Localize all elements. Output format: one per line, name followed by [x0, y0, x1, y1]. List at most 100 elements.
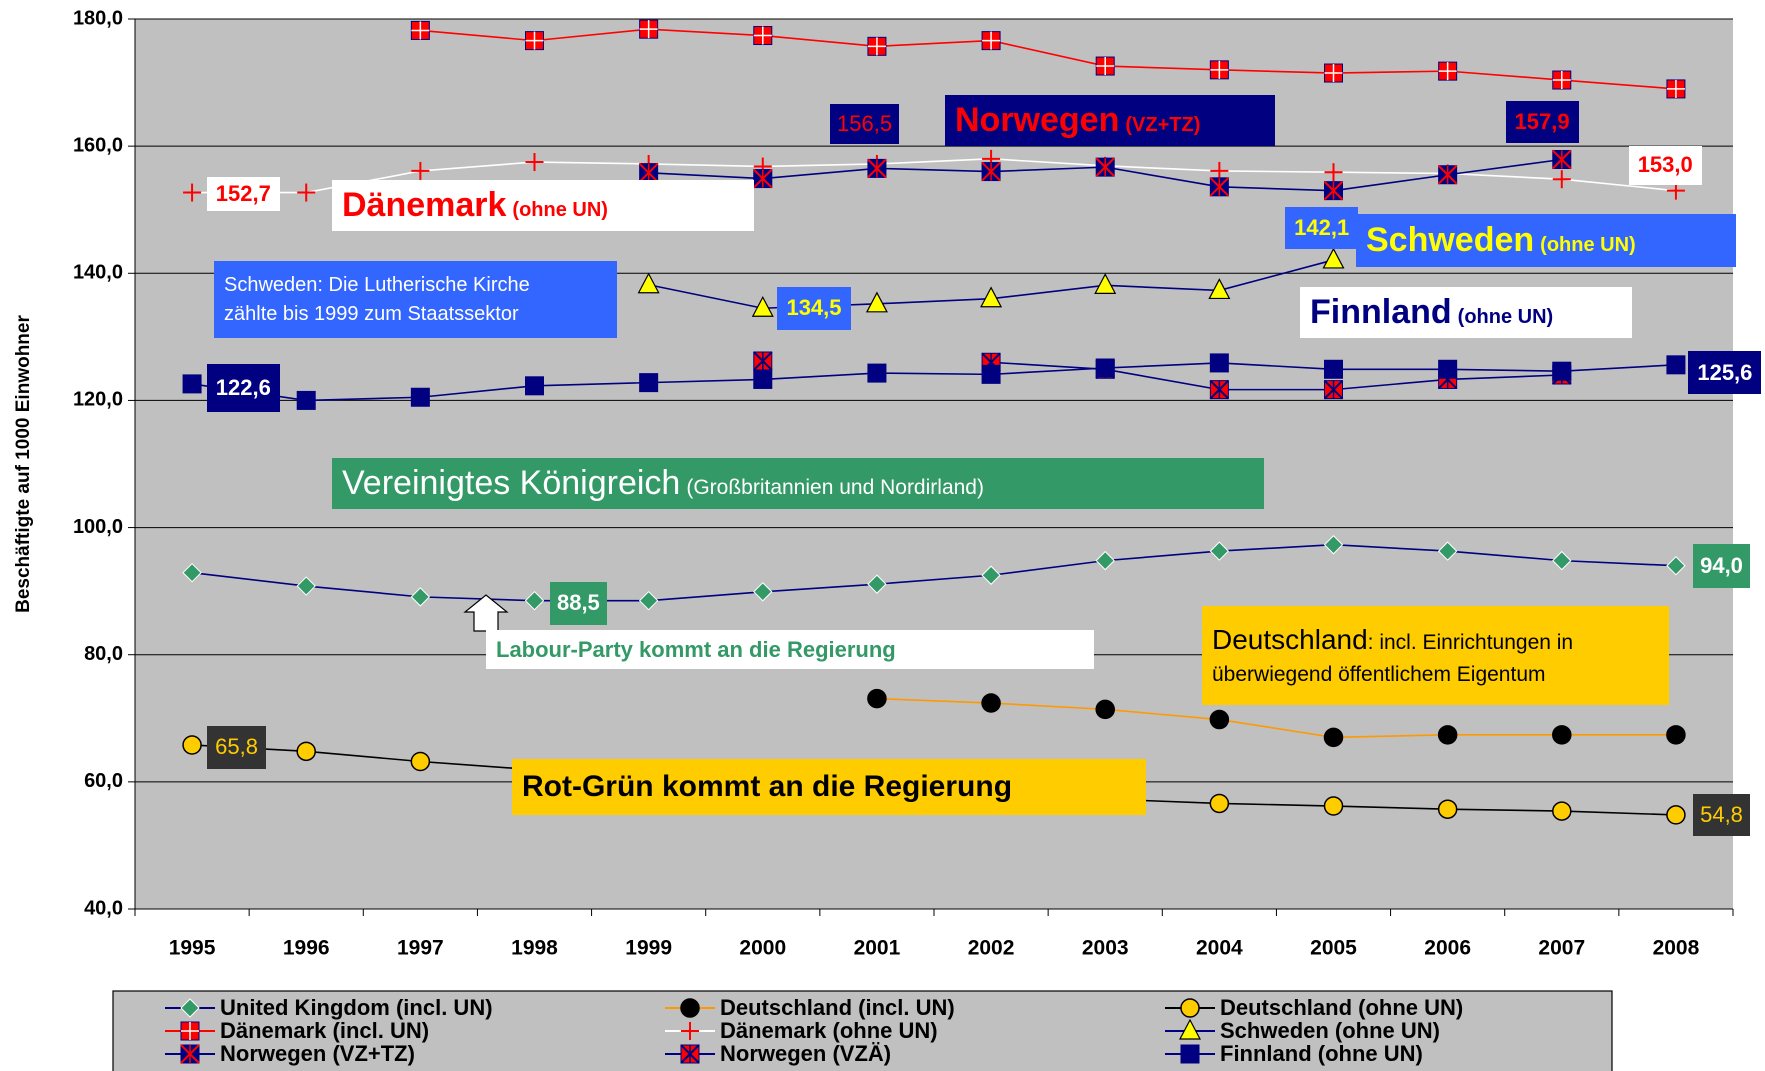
marker [1210, 794, 1228, 812]
marker [754, 352, 772, 370]
annotation: Labour-Party kommt an die Regierung [486, 630, 1094, 669]
marker [1553, 150, 1571, 168]
annotation-text: Schweden: Die Lutherische Kirche [224, 274, 530, 296]
marker-part [1181, 1045, 1199, 1063]
marker [1553, 362, 1571, 380]
x-tick-label: 1995 [169, 937, 216, 960]
annotation: Finnland (ohne UN) [1300, 287, 1632, 338]
value-label: 88,5 [550, 582, 606, 626]
marker [1439, 360, 1457, 378]
marker [1439, 166, 1457, 184]
marker [681, 1045, 699, 1063]
marker [1667, 356, 1685, 374]
marker [681, 999, 699, 1017]
legend-label: Dänemark (ohne UN) [720, 1018, 938, 1043]
marker-part [526, 377, 544, 395]
x-tick-label: 2001 [854, 937, 901, 960]
marker-part [1096, 359, 1114, 377]
y-tick-label: 60,0 [84, 770, 123, 792]
x-tick-label: 1996 [283, 937, 330, 960]
chart: Beschäftigte auf 1000 Einwohner 40,060,0… [0, 0, 1765, 1071]
y-tick-label: 120,0 [73, 389, 123, 411]
marker [526, 377, 544, 395]
x-tick-label: 2000 [739, 937, 786, 960]
marker [1439, 62, 1457, 80]
marker-part [982, 365, 1000, 383]
marker [1553, 71, 1571, 89]
value-label: 142,1 [1285, 207, 1358, 249]
annotation-note: (ohne UN) [1458, 306, 1554, 328]
marker [868, 690, 886, 708]
annotation-note: : incl. Einrichtungen in [1368, 631, 1573, 654]
marker [1553, 802, 1571, 820]
marker [868, 364, 886, 382]
legend-label: Dänemark (incl. UN) [220, 1018, 429, 1043]
value-label: 54,8 [1693, 794, 1750, 837]
x-tick-label: 2006 [1424, 937, 1471, 960]
marker [1181, 999, 1199, 1017]
value-label: 156,5 [830, 104, 900, 143]
x-tick-label: 2002 [968, 937, 1015, 960]
marker [1667, 806, 1685, 824]
x-tick-label: 1999 [625, 937, 672, 960]
marker [526, 32, 544, 50]
marker [1096, 359, 1114, 377]
annotation-text: zählte bis 1999 zum Staatssektor [224, 303, 519, 325]
marker-part [754, 370, 772, 388]
x-tick-label: 2003 [1082, 937, 1129, 960]
marker [411, 753, 429, 771]
marker [868, 159, 886, 177]
y-tick-label: 140,0 [73, 262, 123, 284]
annotation-text: Finnland [1310, 293, 1452, 331]
value-label: 122,6 [207, 364, 280, 412]
marker [982, 694, 1000, 712]
marker [982, 365, 1000, 383]
marker [1325, 64, 1343, 82]
marker-part [1210, 354, 1228, 372]
marker-part [1667, 356, 1685, 374]
marker [1210, 61, 1228, 79]
annotation: Rot-Grün kommt an die Regierung [512, 759, 1146, 815]
marker [1325, 797, 1343, 815]
marker [1325, 381, 1343, 399]
marker [754, 370, 772, 388]
annotation-text: Deutschland [1212, 624, 1368, 655]
x-tick-label: 1997 [397, 937, 444, 960]
x-tick-label: 2004 [1196, 937, 1243, 960]
y-tick-label: 160,0 [73, 134, 123, 156]
legend-label: Finnland (ohne UN) [1220, 1041, 1423, 1066]
marker [411, 388, 429, 406]
marker [640, 374, 658, 392]
marker [1210, 381, 1228, 399]
x-tick-label: 2008 [1653, 937, 1700, 960]
value-label: 125,6 [1688, 351, 1761, 394]
marker [1096, 158, 1114, 176]
marker-part [297, 391, 315, 409]
marker [1210, 711, 1228, 729]
annotation-text: Rot-Grün kommt an die Regierung [522, 770, 1012, 803]
marker-part [640, 374, 658, 392]
value-label: 65,8 [207, 726, 267, 769]
x-tick-label: 2007 [1538, 937, 1585, 960]
annotation: Deutschland: incl. Einrichtungen inüberw… [1202, 606, 1669, 705]
value-label: 157,9 [1506, 101, 1579, 143]
value-label: 134,5 [777, 287, 850, 330]
annotation-note: (VZ+TZ) [1125, 114, 1200, 136]
marker [1181, 1045, 1199, 1063]
value-label: 94,0 [1693, 544, 1750, 588]
legend-label: Norwegen (VZ+TZ) [220, 1041, 415, 1066]
legend-item: Norwegen (VZÄ) [665, 1041, 891, 1066]
marker-part [1553, 362, 1571, 380]
marker [1096, 57, 1114, 75]
marker [754, 170, 772, 188]
legend-label: Deutschland (ohne UN) [1220, 995, 1463, 1020]
y-tick-label: 40,0 [84, 897, 123, 919]
page: Beschäftigte auf 1000 Einwohner 40,060,0… [0, 0, 1765, 1071]
x-tick-label: 2005 [1310, 937, 1357, 960]
y-tick-label: 80,0 [84, 643, 123, 665]
marker [181, 1022, 199, 1040]
marker [1439, 726, 1457, 744]
annotation-note: (ohne UN) [512, 199, 608, 221]
marker [1096, 700, 1114, 718]
annotation: Schweden: Die Lutherische Kirche zählte b… [214, 261, 617, 338]
